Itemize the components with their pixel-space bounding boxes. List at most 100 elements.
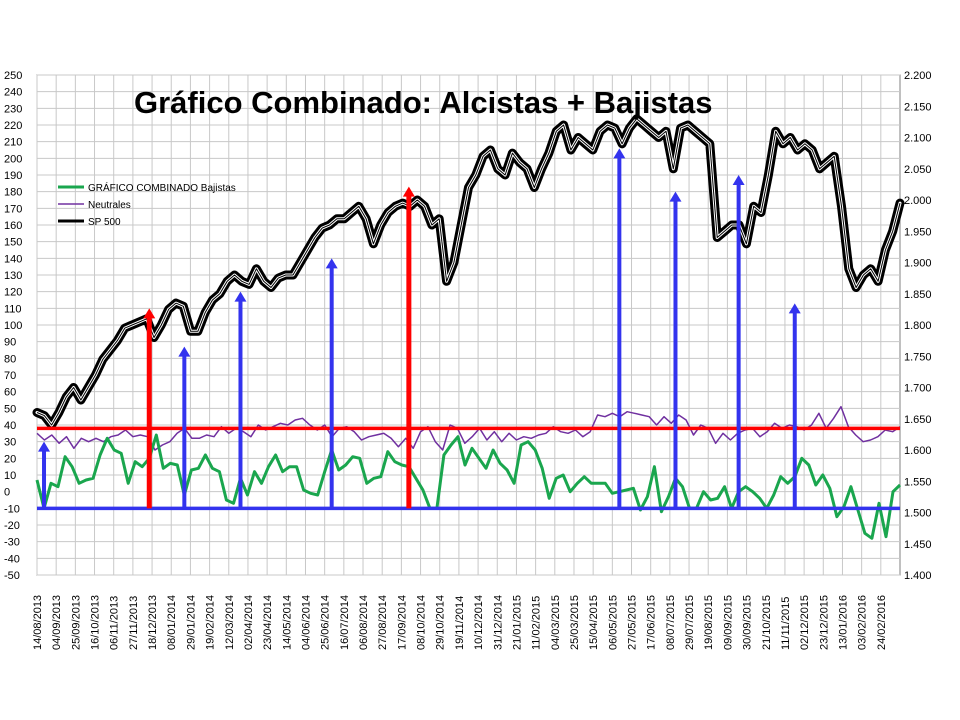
reference-lines <box>37 426 900 511</box>
y-left-tick-label: 40 <box>4 420 16 432</box>
y-left-tick-label: 130 <box>4 270 22 282</box>
arrow-head <box>613 148 626 159</box>
y-right-tick-label: 1.650 <box>904 414 932 426</box>
x-tick-label: 10/12/2014 <box>473 595 485 650</box>
y-right-tick-label: 2.000 <box>904 195 932 207</box>
x-tick-label: 06/05/2015 <box>607 595 619 650</box>
arrow-head <box>669 191 682 202</box>
x-tick-label: 11/02/2015 <box>531 596 543 650</box>
x-tick-label: 06/11/2013 <box>109 596 121 650</box>
y-right-tick-label: 1.700 <box>904 383 932 395</box>
x-tick-label: 23/12/2015 <box>818 595 830 650</box>
arrow-head <box>402 186 415 197</box>
x-axis: 14/08/2013 04/09/2013 25/09/2013 16/10/2013… <box>32 595 888 650</box>
x-tick-label: 06/08/2014 <box>358 595 370 650</box>
y-right-tick-label: 2.100 <box>904 133 932 145</box>
y-left-tick-label: 60 <box>4 387 16 399</box>
x-tick-label: 19/11/2014 <box>454 596 466 650</box>
x-tick-label: 12/03/2014 <box>224 595 236 650</box>
right-axis: 1.400 1.450 1.500 1.550 1.600 1.650 1.700 1.750… <box>904 70 932 582</box>
y-left-tick-label: 140 <box>4 253 22 265</box>
legend-label: SP 500 <box>88 217 121 228</box>
arrow-head <box>788 303 801 314</box>
x-tick-label: 02/04/2014 <box>243 595 255 650</box>
series-sp500-core <box>36 118 901 426</box>
x-tick-label: 27/05/2015 <box>627 595 639 650</box>
x-tick-label: 29/07/2015 <box>684 595 696 650</box>
x-tick-label: 25/09/2013 <box>70 595 82 650</box>
arrow-head <box>732 175 745 185</box>
y-left-tick-label: 120 <box>4 287 22 299</box>
y-left-tick-label: 110 <box>4 303 22 315</box>
left-axis: -50 -40 -30 -20 -10 0 10 20 30 40 50 60 70 80 90 100 110… <box>4 70 22 582</box>
y-left-tick-label: 220 <box>4 120 22 132</box>
arrow-head <box>38 441 51 452</box>
y-left-tick-label: 190 <box>4 170 22 182</box>
x-tick-label: 04/06/2014 <box>300 595 312 650</box>
legend: GRÁFICO COMBINADO Bajistas Neutrales SP 50… <box>58 181 236 228</box>
x-tick-label: 04/09/2013 <box>51 595 63 650</box>
y-left-tick-label: 0 <box>4 487 10 499</box>
y-left-tick-label: -10 <box>4 503 20 515</box>
y-left-tick-label: -40 <box>4 553 20 565</box>
x-tick-label: 16/07/2014 <box>339 595 351 650</box>
x-tick-label: 31/12/2014 <box>492 595 504 650</box>
y-left-tick-label: 180 <box>4 187 22 199</box>
y-left-tick-label: -50 <box>4 570 20 582</box>
y-left-tick-label: 10 <box>4 470 16 482</box>
x-tick-label: 27/08/2014 <box>377 595 389 650</box>
x-tick-label: 08/01/2014 <box>166 595 178 650</box>
y-right-tick-label: 2.050 <box>904 164 932 176</box>
series-bajistas-line <box>35 433 902 540</box>
y-right-tick-label: 1.400 <box>904 570 932 582</box>
x-tick-label: 17/09/2014 <box>396 595 408 650</box>
x-tick-label: 29/10/2014 <box>435 595 447 650</box>
x-tick-label: 14/05/2014 <box>281 595 293 650</box>
x-tick-label: 21/01/2015 <box>511 595 523 650</box>
x-tick-label: 24/02/2016 <box>876 595 888 650</box>
arrow-head <box>234 291 247 302</box>
x-tick-label: 08/10/2014 <box>416 595 428 650</box>
x-tick-label: 18/12/2013 <box>147 595 159 650</box>
y-right-tick-label: 2.150 <box>904 101 932 113</box>
chart-title: Gráfico Combinado: Alcistas + Bajistas <box>134 85 713 120</box>
y-left-tick-label: 200 <box>4 153 22 165</box>
y-left-tick-label: 80 <box>4 353 16 365</box>
x-tick-label: 27/11/2013 <box>128 596 140 650</box>
y-left-tick-label: 150 <box>4 237 22 249</box>
x-tick-label: 25/06/2014 <box>320 595 332 650</box>
x-tick-label: 14/08/2013 <box>32 595 44 650</box>
y-left-tick-label: 20 <box>4 453 16 465</box>
legend-label: Neutrales <box>88 200 131 211</box>
y-left-tick-label: 250 <box>4 70 22 82</box>
y-right-tick-label: 1.550 <box>904 476 932 488</box>
y-right-tick-label: 1.850 <box>904 289 932 301</box>
y-left-tick-label: 230 <box>4 103 22 115</box>
grid <box>36 74 900 576</box>
x-tick-label: 11/11/2015 <box>780 597 792 650</box>
y-right-tick-label: 1.900 <box>904 258 932 270</box>
y-left-tick-label: 50 <box>4 403 16 415</box>
arrow-head <box>143 308 156 319</box>
y-left-tick-label: 210 <box>4 137 22 149</box>
y-right-tick-label: 1.950 <box>904 226 932 238</box>
arrow-head <box>325 258 338 269</box>
x-tick-label: 09/09/2015 <box>722 595 734 650</box>
y-left-tick-label: 240 <box>4 87 22 99</box>
x-tick-label: 23/04/2014 <box>262 595 274 650</box>
x-tick-label: 21/10/2015 <box>761 595 773 650</box>
x-tick-label: 25/03/2015 <box>569 595 581 650</box>
arrows <box>38 148 801 509</box>
x-tick-label: 08/07/2015 <box>665 595 677 650</box>
x-tick-label: 02/12/2015 <box>799 595 811 650</box>
arrow-head <box>178 346 191 357</box>
y-left-tick-label: -20 <box>4 520 20 532</box>
x-tick-label: 15/04/2015 <box>588 595 600 650</box>
x-tick-label: 19/08/2015 <box>703 595 715 650</box>
x-tick-label: 03/02/2016 <box>857 595 869 650</box>
series-layer <box>32 114 905 540</box>
y-left-tick-label: 70 <box>4 370 16 382</box>
legend-label: GRÁFICO COMBINADO Bajistas <box>88 181 236 194</box>
y-right-tick-label: 1.750 <box>904 351 932 363</box>
